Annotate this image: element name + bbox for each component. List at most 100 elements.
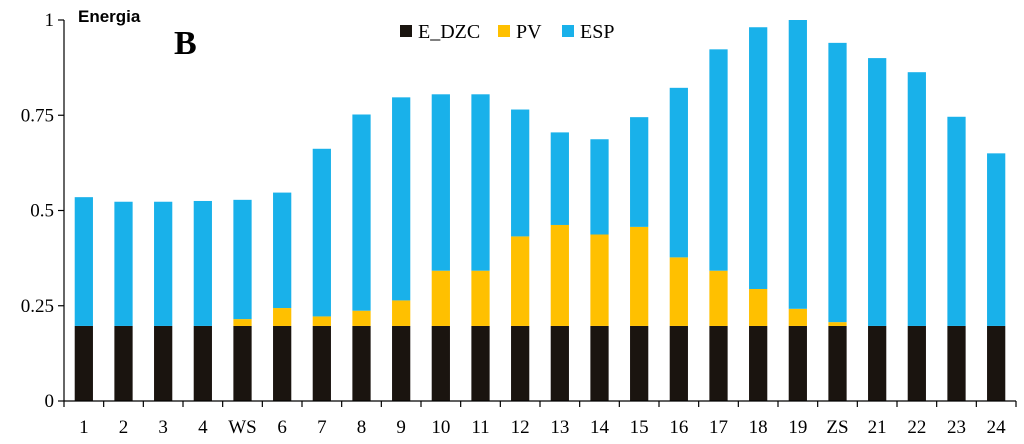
bar-pv-zs: [828, 322, 847, 326]
legend-swatch-esp: [562, 25, 574, 37]
bar-e-dzc-4: [193, 325, 212, 401]
bar-e-dzc-18: [749, 325, 768, 401]
x-tick-label: 19: [788, 417, 807, 438]
bar-esp-10: [431, 94, 450, 271]
bar-e-dzc-14: [590, 325, 609, 401]
bar-esp-21: [868, 58, 887, 326]
legend-label-pv: PV: [516, 21, 542, 43]
bar-e-dzc-15: [630, 325, 649, 401]
bar-pv-17: [709, 270, 728, 326]
bar-e-dzc-17: [709, 325, 728, 401]
bar-esp-3: [154, 201, 173, 326]
bar-pv-13: [550, 224, 569, 326]
bar-e-dzc-23: [947, 325, 966, 401]
bar-pv-18: [749, 288, 768, 326]
bar-e-dzc-zs: [828, 325, 847, 401]
bar-e-dzc-2: [114, 325, 133, 401]
bar-esp-9: [392, 97, 411, 301]
bar-e-dzc-13: [550, 325, 569, 401]
x-tick-label: 9: [396, 417, 406, 438]
x-tick-label: 15: [630, 417, 649, 438]
x-tick-label: 10: [431, 417, 450, 438]
bar-esp-4: [193, 200, 212, 326]
bar-esp-19: [788, 20, 807, 309]
x-tick-label: 2: [119, 417, 129, 438]
bar-esp-23: [947, 116, 966, 326]
bar-pv-6: [273, 308, 292, 326]
bar-e-dzc-11: [471, 325, 490, 401]
bar-pv-10: [431, 270, 450, 326]
bar-e-dzc-1: [74, 325, 93, 401]
bar-e-dzc-24: [987, 325, 1006, 401]
y-tick-label: 0.25: [21, 296, 54, 317]
bar-esp-8: [352, 114, 371, 311]
legend-swatch-pv: [498, 25, 510, 37]
bar-esp-15: [630, 117, 649, 227]
chart-subtitle: Energia: [78, 7, 141, 26]
bar-esp-22: [907, 72, 926, 326]
bar-pv-11: [471, 270, 490, 326]
bar-esp-13: [550, 132, 569, 225]
x-tick-label: 12: [511, 417, 530, 438]
bar-pv-9: [392, 300, 411, 326]
bar-e-dzc-9: [392, 325, 411, 401]
x-tick-label: 14: [590, 417, 610, 438]
bar-esp-zs: [828, 42, 847, 323]
bar-e-dzc-3: [154, 325, 173, 401]
legend-label-e-dzc: E_DZC: [418, 21, 480, 43]
bar-esp-11: [471, 94, 490, 271]
x-tick-label: 3: [158, 417, 168, 438]
x-tick-label: 8: [357, 417, 367, 438]
legend-swatch-e-dzc: [400, 25, 412, 37]
x-tick-label: 4: [198, 417, 208, 438]
x-tick-label: 1: [79, 417, 89, 438]
bar-e-dzc-12: [511, 325, 530, 401]
bar-pv-19: [788, 308, 807, 326]
y-tick-label: 0.5: [30, 201, 54, 222]
x-tick-label: 23: [947, 417, 966, 438]
bar-esp-17: [709, 49, 728, 271]
x-tick-label: 7: [317, 417, 327, 438]
bar-pv-8: [352, 310, 371, 326]
x-tick-label: 21: [868, 417, 887, 438]
x-tick-label: WS: [228, 417, 257, 438]
x-tick-label: 11: [471, 417, 489, 438]
bar-pv-16: [669, 257, 688, 326]
bar-e-dzc-ws: [233, 325, 252, 401]
legend: E_DZC PV ESP: [400, 21, 614, 43]
bar-esp-ws: [233, 199, 252, 320]
x-tick-label: 22: [907, 417, 926, 438]
bar-e-dzc-16: [669, 325, 688, 401]
bar-e-dzc-10: [431, 325, 450, 401]
bar-e-dzc-19: [788, 325, 807, 401]
bar-esp-7: [312, 148, 331, 317]
bar-e-dzc-7: [312, 325, 331, 401]
bar-esp-1: [74, 197, 93, 326]
x-tick-label: ZS: [826, 417, 848, 438]
x-tick-label: 6: [277, 417, 287, 438]
bar-esp-14: [590, 139, 609, 235]
bar-e-dzc-8: [352, 325, 371, 401]
panel-letter: B: [174, 25, 197, 62]
bar-esp-2: [114, 201, 133, 326]
bar-e-dzc-21: [868, 325, 887, 401]
bar-esp-18: [749, 27, 768, 289]
bar-esp-12: [511, 109, 530, 237]
bar-e-dzc-6: [273, 325, 292, 401]
x-tick-label: 18: [749, 417, 768, 438]
x-tick-label: 24: [987, 417, 1007, 438]
bar-esp-16: [669, 87, 688, 258]
y-tick-label: 0: [45, 391, 55, 412]
bar-esp-24: [987, 153, 1006, 326]
bar-pv-12: [511, 236, 530, 326]
bar-e-dzc-22: [907, 325, 926, 401]
bar-pv-15: [630, 226, 649, 326]
x-tick-label: 17: [709, 417, 728, 438]
y-tick-label: 0.75: [21, 105, 54, 126]
bar-pv-ws: [233, 319, 252, 326]
bars-group: [74, 20, 1006, 401]
x-tick-label: 13: [550, 417, 569, 438]
bar-pv-14: [590, 234, 609, 326]
